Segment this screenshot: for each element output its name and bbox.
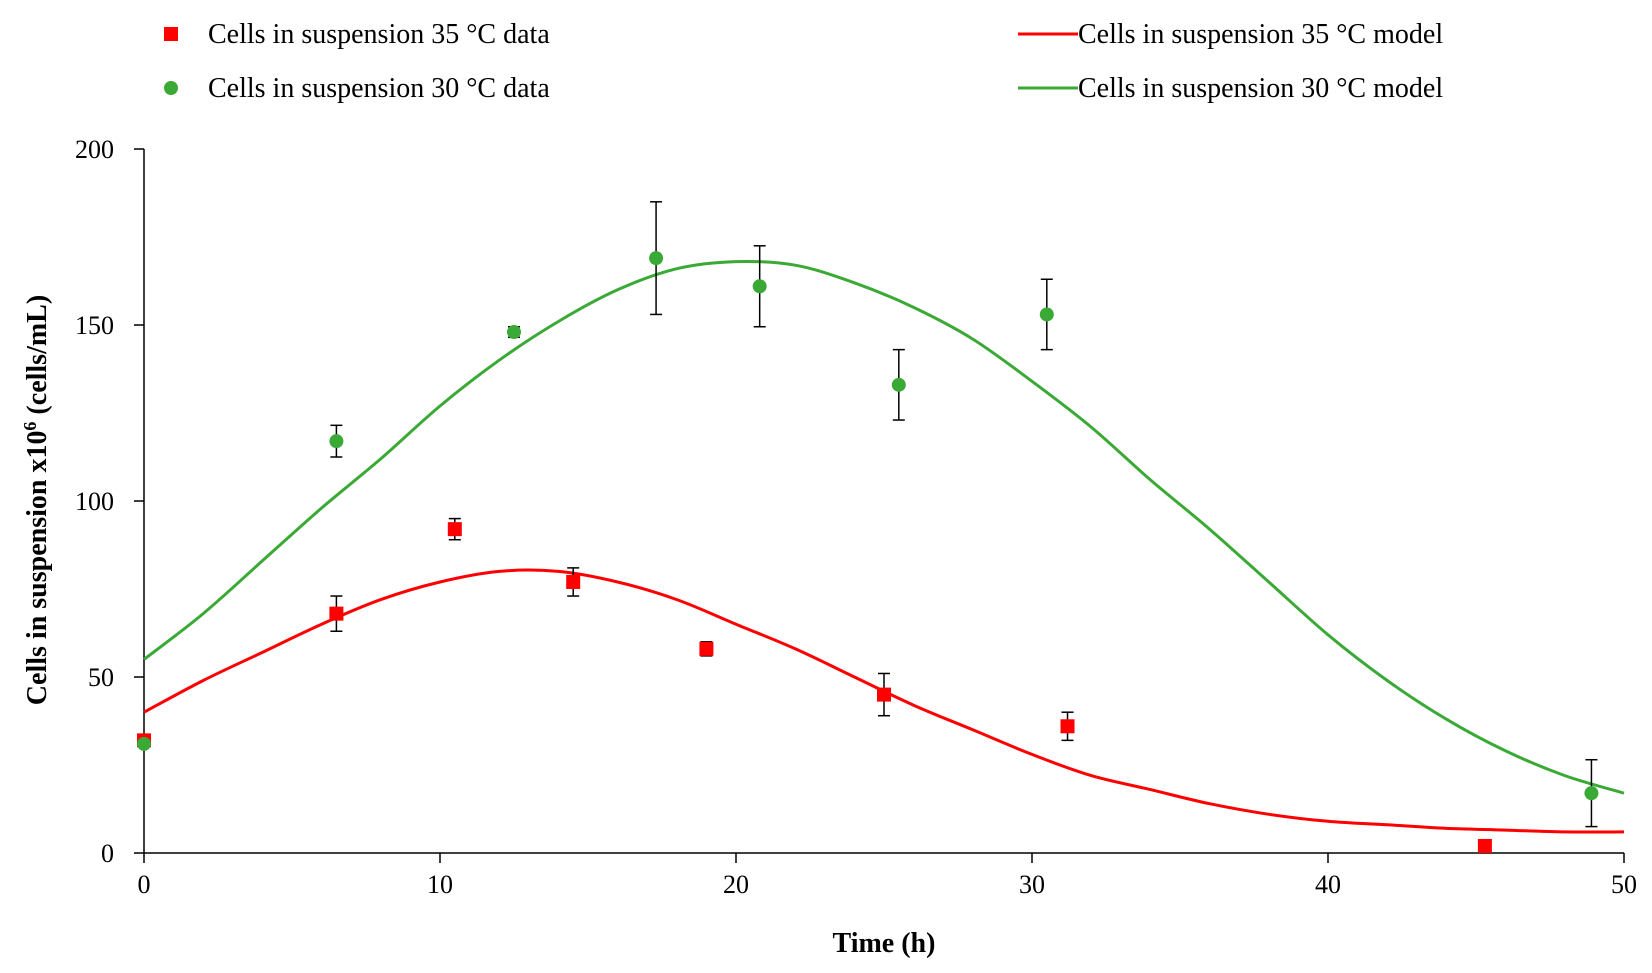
y-tick-label: 100 xyxy=(75,487,114,516)
legend-item-35c-data[interactable]: Cells in suspension 35 °C data xyxy=(164,19,550,50)
data-point-35c xyxy=(877,687,891,702)
y-tick-label: 150 xyxy=(75,311,114,340)
legend-label-35c-data: Cells in suspension 35 °C data xyxy=(208,19,550,50)
data-point-30c xyxy=(1584,786,1599,801)
data-point-35c xyxy=(1060,719,1075,734)
data-point-35c xyxy=(447,522,462,537)
x-tick-label: 10 xyxy=(427,870,453,899)
legend-label-30c-data: Cells in suspension 30 °C data xyxy=(208,73,550,104)
axes: 0 50 100 150 200 0 10 20 30 40 50 xyxy=(75,135,1637,899)
y-axis-title-suffix: (cells/mL) xyxy=(22,295,53,422)
data-point-30c xyxy=(507,325,521,340)
y-tick-label: 0 xyxy=(101,839,114,868)
y-tick-label: 200 xyxy=(75,135,114,164)
model-line-35c xyxy=(143,568,1625,834)
data-point-30c xyxy=(137,736,151,751)
data-points xyxy=(137,201,1599,853)
legend-marker-35c-data xyxy=(164,27,178,41)
legend-label-30c-model: Cells in suspension 30 °C model xyxy=(1078,73,1443,104)
data-point-30c xyxy=(649,251,664,266)
data-point-35c xyxy=(566,574,581,589)
legend-label-35c-model: Cells in suspension 35 °C model xyxy=(1078,19,1443,50)
data-point-35c xyxy=(329,606,344,621)
data-point-30c xyxy=(891,377,906,392)
legend-item-30c-model[interactable]: Cells in suspension 30 °C model xyxy=(1018,73,1443,104)
data-point-30c xyxy=(1039,307,1054,322)
x-tick-label: 0 xyxy=(138,870,151,899)
legend: Cells in suspension 35 °C data Cells in … xyxy=(164,19,1443,104)
data-point-35c xyxy=(1477,838,1492,853)
y-axis-title-sup: 6 xyxy=(20,422,40,431)
x-tick-label: 20 xyxy=(723,870,749,899)
x-axis-title: Time (h) xyxy=(833,928,936,959)
x-ticks: 0 10 20 30 40 50 xyxy=(138,853,1637,899)
data-point-35c xyxy=(699,641,714,656)
legend-marker-30c-data xyxy=(164,81,178,95)
data-point-30c xyxy=(329,434,344,449)
y-axis-title: Cells in suspension x106 (cells/mL) xyxy=(20,295,53,705)
model-lines xyxy=(143,259,1625,834)
y-axis-title-prefix: Cells in suspension x10 xyxy=(22,431,53,706)
x-tick-label: 50 xyxy=(1611,870,1637,899)
x-tick-label: 30 xyxy=(1019,870,1045,899)
y-tick-label: 50 xyxy=(88,663,114,692)
legend-item-30c-data[interactable]: Cells in suspension 30 °C data xyxy=(164,73,550,104)
y-ticks: 0 50 100 150 200 xyxy=(75,135,144,868)
legend-item-35c-model[interactable]: Cells in suspension 35 °C model xyxy=(1018,19,1443,50)
model-line-30c xyxy=(143,259,1625,795)
x-tick-label: 40 xyxy=(1315,870,1341,899)
data-point-30c xyxy=(752,279,767,294)
